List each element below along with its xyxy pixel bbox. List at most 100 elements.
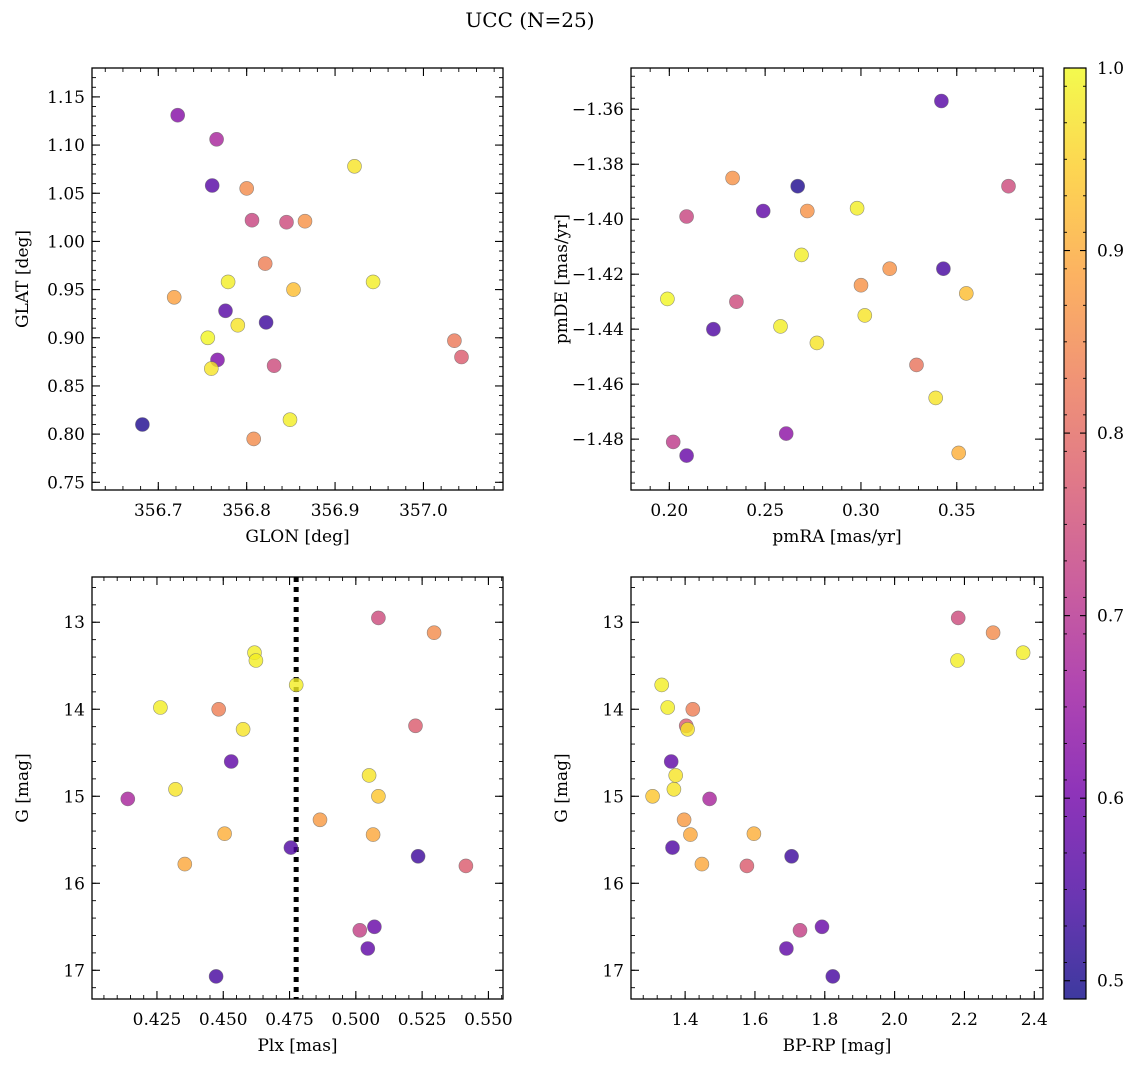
data-point xyxy=(779,941,794,956)
data-point xyxy=(211,701,226,717)
data-point xyxy=(794,247,809,263)
x-tick-label: 0.35 xyxy=(938,501,976,521)
colorbar-tick-label: 1.0 xyxy=(1097,59,1124,79)
data-point xyxy=(208,969,224,984)
y-axis-label: pmDE [mas/yr] xyxy=(552,214,572,344)
y-tick-label: 0.80 xyxy=(47,425,85,445)
data-point xyxy=(950,610,966,626)
scatter-panel-1: 356.7 356.8 356.9 357.0 0.75 0.80 0.85 0.90 0.95… xyxy=(13,67,504,547)
data-point xyxy=(706,321,721,337)
data-point xyxy=(958,286,974,301)
data-point xyxy=(454,349,469,365)
data-point xyxy=(936,261,951,277)
data-point xyxy=(204,178,220,193)
points xyxy=(135,107,469,447)
data-point xyxy=(209,132,224,147)
y-axis-label: G [mag] xyxy=(13,753,33,822)
y-tick-label: 17 xyxy=(602,961,624,981)
data-point xyxy=(360,941,376,956)
data-point xyxy=(679,448,694,463)
data-point xyxy=(882,261,898,277)
data-point xyxy=(168,781,183,797)
data-point xyxy=(680,721,695,737)
data-point xyxy=(951,445,967,461)
data-point xyxy=(365,827,381,842)
scatter-panel-4: 1.4 1.6 1.8 2.0 2.2 2.4 13 14 15 16 17 BP-RP [mag] G… xyxy=(552,576,1048,1056)
x-tick-label: 1.8 xyxy=(811,1010,838,1030)
data-point xyxy=(153,700,168,715)
y-tick-label: 1.10 xyxy=(47,136,85,156)
y-tick-label: 13 xyxy=(602,613,624,633)
colorbar-tick-label: 0.7 xyxy=(1097,607,1124,627)
data-point xyxy=(746,826,762,842)
x-axis-label: Plx [mas] xyxy=(257,1036,337,1056)
points xyxy=(660,93,1016,463)
data-point xyxy=(665,840,680,855)
x-tick-label: 2.0 xyxy=(881,1010,908,1030)
x-tick-label: 0.475 xyxy=(265,1010,314,1030)
colorbar-tick-label: 0.6 xyxy=(1097,789,1124,809)
data-point xyxy=(170,107,185,123)
data-point xyxy=(654,677,670,693)
figure-title: UCC (N=25) xyxy=(465,8,594,32)
data-point xyxy=(950,653,965,668)
data-point xyxy=(347,159,362,174)
data-point xyxy=(790,178,806,194)
data-point xyxy=(266,358,282,374)
data-point xyxy=(239,181,254,196)
data-point xyxy=(825,969,841,984)
y-tick-label: −1.38 xyxy=(572,155,624,175)
x-tick-label: 0.450 xyxy=(199,1010,248,1030)
data-point xyxy=(778,426,794,441)
y-tick-label: 1.05 xyxy=(47,184,85,204)
x-tick-label: 0.525 xyxy=(398,1010,447,1030)
data-point xyxy=(408,718,423,734)
y-tick-label: 0.75 xyxy=(47,473,85,493)
data-point xyxy=(1015,645,1031,661)
data-point xyxy=(410,848,426,864)
data-point xyxy=(235,721,251,737)
y-tick-label: 17 xyxy=(63,961,85,981)
y-tick-label: −1.44 xyxy=(572,320,624,340)
data-point xyxy=(371,788,386,804)
axes-frame xyxy=(91,576,504,1000)
scatter-panel-2: 0.20 0.25 0.30 0.35 −1.48 −1.46 −1.44 −1.42 −1.4… xyxy=(552,67,1044,547)
data-point xyxy=(683,827,698,842)
data-point xyxy=(166,289,182,305)
y-tick-label: 16 xyxy=(63,874,85,894)
data-point xyxy=(660,700,676,715)
data-point xyxy=(426,625,442,641)
y-tick-label: 15 xyxy=(602,787,624,807)
data-point xyxy=(279,214,294,230)
x-tick-label: 2.2 xyxy=(951,1010,978,1030)
y-tick-label: −1.42 xyxy=(572,265,624,285)
data-point xyxy=(679,209,694,224)
data-point xyxy=(909,357,924,373)
data-point xyxy=(725,170,740,186)
data-point xyxy=(365,274,381,290)
data-point xyxy=(645,788,660,804)
data-point xyxy=(729,294,744,310)
data-point xyxy=(135,417,150,432)
points xyxy=(120,610,474,984)
data-point xyxy=(814,919,830,935)
x-tick-label: 357.0 xyxy=(399,501,448,521)
data-point xyxy=(200,330,216,346)
data-point xyxy=(258,315,274,330)
y-tick-label: 1.15 xyxy=(47,88,85,108)
data-point xyxy=(371,610,386,626)
x-tick-label: 356.9 xyxy=(311,501,360,521)
data-point xyxy=(853,277,869,293)
data-point xyxy=(849,200,865,216)
y-tick-label: 0.85 xyxy=(47,377,85,397)
y-tick-label: 14 xyxy=(63,700,85,720)
x-tick-label: 0.30 xyxy=(842,501,880,521)
x-tick-label: 0.25 xyxy=(746,501,784,521)
data-point xyxy=(283,840,299,855)
data-point xyxy=(282,412,298,428)
data-point xyxy=(1001,178,1016,194)
axes-frame xyxy=(91,67,504,491)
y-tick-label: 1.00 xyxy=(47,232,85,252)
data-point xyxy=(676,812,692,828)
y-tick-label: −1.46 xyxy=(572,375,624,395)
